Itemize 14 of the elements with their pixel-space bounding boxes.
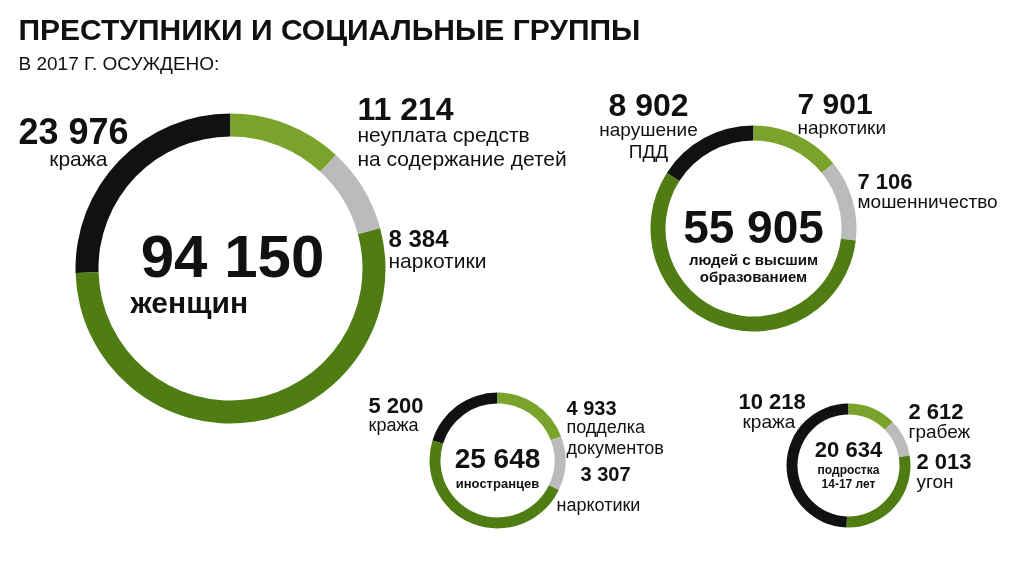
text: 25 648: [454, 442, 541, 474]
text: 55 905: [683, 200, 824, 253]
chart-title: ПРЕСТУПНИКИ И СОЦИАЛЬНЫЕ ГРУППЫ: [18, 12, 641, 46]
text: людей с высшим образованием: [688, 250, 819, 286]
slice-label: наркотики: [556, 494, 641, 515]
data-label: 3 307: [580, 462, 631, 485]
text: 20 634: [814, 436, 883, 462]
text: иностранцев: [455, 475, 540, 491]
text: подростка 14-17 лет: [817, 462, 880, 492]
slice-label: подделка документов: [566, 416, 664, 458]
chart-subtitle: В 2017 Г. ОСУЖДЕНО:: [18, 52, 220, 74]
data-label: 4 933: [566, 396, 617, 419]
slice-label: наркотики: [797, 117, 887, 139]
data-label: 7 901: [797, 86, 873, 120]
